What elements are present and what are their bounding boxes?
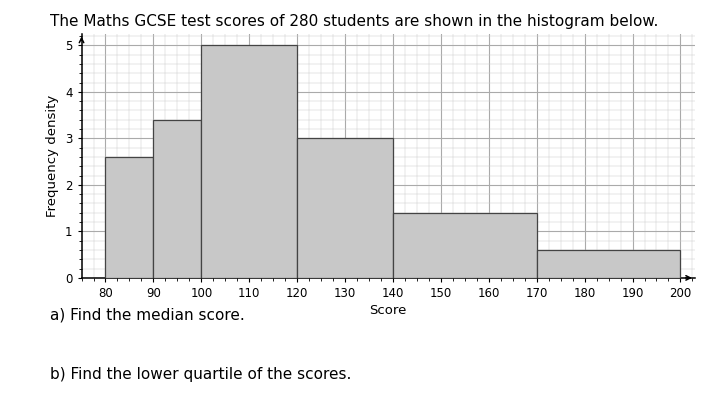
Text: a) Find the median score.: a) Find the median score. — [50, 308, 245, 323]
Bar — [153, 120, 201, 278]
Bar — [393, 213, 537, 278]
Bar — [297, 139, 393, 278]
Text: The Maths GCSE test scores of 280 students are shown in the histogram below.: The Maths GCSE test scores of 280 studen… — [50, 14, 659, 29]
Y-axis label: Frequency density: Frequency density — [47, 95, 60, 217]
Bar — [106, 157, 153, 278]
Text: b) Find the lower quartile of the scores.: b) Find the lower quartile of the scores… — [50, 367, 351, 382]
Bar — [537, 250, 681, 278]
X-axis label: Score: Score — [369, 304, 407, 317]
Bar — [201, 45, 297, 278]
